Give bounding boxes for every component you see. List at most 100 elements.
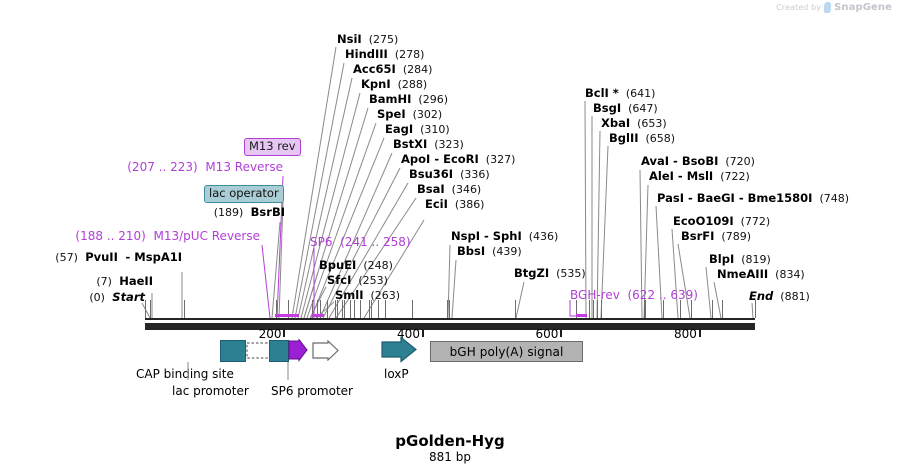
site-mark: [354, 300, 356, 318]
enzyme-label-pasi-baegi-bme1580i[interactable]: PasI - BaeGI - Bme1580I (748): [657, 192, 849, 205]
primer-range-sp6: (241 .. 258): [340, 235, 411, 249]
enzyme-name: BglII: [609, 131, 639, 145]
site-mark: [597, 300, 599, 318]
enzyme-label-haeii[interactable]: (7) HaeII: [0, 275, 153, 288]
enzyme-name: EcoO109I: [673, 214, 734, 228]
enzyme-label-sfci[interactable]: SfcI (253): [327, 274, 388, 287]
site-mark: [722, 300, 724, 318]
enzyme-label-spei[interactable]: SpeI (302): [377, 108, 442, 121]
feature-glyph-lac-operator[interactable]: [269, 340, 289, 362]
enzyme-label-bstxi[interactable]: BstXI (323): [393, 138, 464, 151]
ruler-tick: [698, 329, 701, 337]
ruler-tick-label: 800: [674, 327, 697, 341]
enzyme-name: Bsu36I: [409, 167, 454, 181]
enzyme-separator: -: [479, 229, 493, 243]
enzyme-name: NsiI: [337, 32, 362, 46]
feature-caption-lac-promoter[interactable]: lac promoter: [172, 384, 249, 398]
enzyme-label-end[interactable]: End (881): [749, 290, 810, 303]
site-mark: [515, 300, 517, 318]
enzyme-label-nspi-sphi[interactable]: NspI - SphI (436): [451, 230, 558, 243]
enzyme-pos: (386): [447, 198, 485, 211]
enzyme-pos: (310): [413, 123, 450, 136]
site-mark: [712, 300, 714, 318]
enzyme-label-blpi[interactable]: BlpI (819): [709, 253, 771, 266]
enzyme-label-bsrfi[interactable]: BsrFI (789): [681, 230, 751, 243]
enzyme-label-bbsi[interactable]: BbsI (439): [457, 245, 522, 258]
enzyme-name: KpnI: [361, 77, 391, 91]
primer-label-m13-puc-reverse[interactable]: (188 .. 210) M13/pUC Reverse: [0, 230, 260, 242]
feature-tag-lac-operator[interactable]: lac operator: [204, 185, 284, 203]
feature-caption-loxp[interactable]: loxP: [384, 367, 409, 381]
enzyme-pos: (296): [411, 93, 448, 106]
enzyme-name: EcoRI: [443, 152, 479, 166]
primer-tag-m13-rev[interactable]: M13 rev: [244, 138, 301, 156]
enzyme-label-kpni[interactable]: KpnI (288): [361, 78, 427, 91]
enzyme-label-acc65i[interactable]: Acc65I (284): [353, 63, 432, 76]
ruler-tick: [283, 329, 286, 337]
plasmid-name: pGolden-Hyg: [395, 432, 505, 450]
enzyme-label-pvuii-mspa1i[interactable]: (57) PvuII - MspA1I: [55, 250, 182, 264]
enzyme-label-btgzi[interactable]: BtgZI (535): [514, 267, 586, 280]
enzyme-label-smli[interactable]: SmlI (263): [335, 289, 400, 302]
primer-label-sp6[interactable]: SP6 (241 .. 258): [310, 236, 411, 248]
primer-bar: [311, 314, 324, 317]
feature-glyph-sp6-promoter[interactable]: [288, 339, 308, 362]
enzyme-pos: (722): [713, 170, 750, 183]
enzyme-label-alei-msli[interactable]: AleI - MslI (722): [649, 170, 750, 183]
feature-glyph-loxp[interactable]: [381, 336, 417, 364]
enzyme-pos: (0): [89, 291, 105, 304]
site-mark: [349, 300, 351, 318]
feature-glyph-bgh-polya-signal[interactable]: bGH poly(A) signal: [430, 341, 583, 362]
enzyme-label-apoi-ecori[interactable]: ApoI - EcoRI (327): [401, 153, 515, 166]
enzyme-name: MslI: [686, 169, 714, 183]
primer-name-bgh-rev: BGH-rev: [570, 288, 620, 302]
feature-caption-sp6-promoter[interactable]: SP6 promoter: [271, 384, 353, 398]
primer-label-m13-reverse[interactable]: (207 .. 223) M13 Reverse: [0, 161, 283, 173]
ruler-tick-label: 400: [397, 327, 420, 341]
enzyme-label-bsrbi[interactable]: (189) BsrBI: [0, 206, 285, 219]
enzyme-label-nmeaiii[interactable]: NmeAIII (834): [717, 268, 805, 281]
site-mark: [644, 300, 646, 318]
enzyme-name: ApoI: [401, 152, 431, 166]
ruler-top-line: [145, 318, 755, 320]
sequence-ruler[interactable]: [145, 322, 755, 330]
enzyme-label-avai-bsobi[interactable]: AvaI - BsoBI (720): [641, 155, 755, 168]
enzyme-label-bpuei[interactable]: BpuEI (248): [319, 259, 393, 272]
enzyme-label-start[interactable]: (0) Start: [0, 291, 145, 304]
site-mark: [600, 300, 602, 318]
enzyme-label-hindiii[interactable]: HindIII (278): [345, 48, 424, 61]
enzyme-pos: (336): [453, 168, 490, 181]
site-mark: [335, 300, 337, 318]
enzyme-label-ecii[interactable]: EciI (386): [425, 198, 484, 211]
enzyme-separator: -: [673, 169, 687, 183]
enzyme-pos: (653): [630, 117, 667, 130]
site-mark: [337, 300, 339, 318]
enzyme-pos: (658): [638, 132, 676, 145]
primer-name-m13-puc-reverse: M13/pUC Reverse: [153, 229, 261, 243]
enzyme-pos: (263): [363, 289, 401, 302]
primer-range-m13-reverse: (207 .. 223): [127, 160, 198, 174]
enzyme-label-bsgi[interactable]: BsgI (647): [593, 102, 658, 115]
enzyme-label-eagi[interactable]: EagI (310): [385, 123, 450, 136]
enzyme-label-bsu36i[interactable]: Bsu36I (336): [409, 168, 490, 181]
enzyme-label-xbai[interactable]: XbaI (653): [601, 117, 667, 130]
site-mark: [643, 300, 645, 318]
feature-glyph-cap-binding-site[interactable]: [220, 340, 246, 362]
feature-glyph-unnamed-promoter[interactable]: [312, 340, 340, 361]
enzyme-pos: (436): [521, 230, 559, 243]
site-mark: [377, 300, 379, 318]
enzyme-label-ecoo109i[interactable]: EcoO109I (772): [673, 215, 770, 228]
site-mark: [316, 300, 318, 318]
enzyme-label-bcli[interactable]: BclI * (641): [585, 87, 655, 100]
enzyme-name: MspA1I: [134, 250, 182, 264]
enzyme-pos: (278): [387, 48, 425, 61]
enzyme-label-bamhi[interactable]: BamHI (296): [369, 93, 448, 106]
enzyme-label-bglii[interactable]: BglII (658): [609, 132, 675, 145]
site-mark: [359, 300, 361, 318]
site-mark: [149, 300, 151, 318]
enzyme-label-nsii[interactable]: NsiI (275): [337, 33, 398, 46]
feature-caption-cap-binding-site[interactable]: CAP binding site: [136, 367, 234, 381]
enzyme-label-bsai[interactable]: BsaI (346): [417, 183, 481, 196]
enzyme-name: SpeI: [377, 107, 406, 121]
primer-label-bgh-rev[interactable]: BGH-rev (622 .. 639): [570, 289, 698, 301]
